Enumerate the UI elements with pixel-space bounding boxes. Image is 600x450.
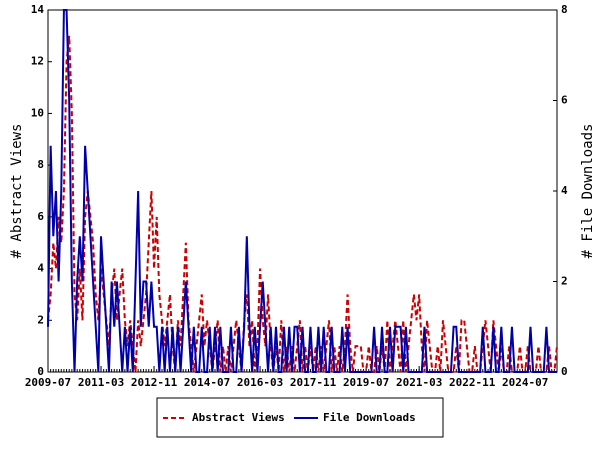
y-tick-label: 12 (31, 55, 44, 68)
x-tick-label: 2009-07 (25, 376, 71, 389)
y-tick-label: 2 (37, 313, 44, 326)
y-tick-label: 14 (31, 3, 45, 16)
x-tick-label: 2022-11 (449, 376, 496, 389)
y-axis-label: # Abstract Views (9, 124, 25, 259)
y-tick-label: 6 (37, 210, 44, 223)
x-tick-label: 2019-07 (343, 376, 389, 389)
x-tick-label: 2014-07 (184, 376, 230, 389)
y-tick-label: 0 (37, 365, 44, 378)
y2-tick-label: 4 (561, 184, 568, 197)
x-tick-label: 2017-11 (290, 376, 337, 389)
x-tick-label: 2024-07 (502, 376, 548, 389)
y2-tick-label: 8 (561, 3, 568, 16)
y2-tick-label: 0 (561, 365, 568, 378)
y-tick-label: 8 (37, 158, 44, 171)
legend-label: Abstract Views (192, 411, 285, 424)
x-tick-label: 2016-03 (237, 376, 283, 389)
y-tick-label: 4 (37, 262, 44, 275)
legend-box (156, 397, 444, 438)
x-tick-label: 2021-03 (396, 376, 442, 389)
y2-tick-label: 2 (561, 275, 568, 288)
y2-tick-label: 6 (561, 94, 568, 107)
y2-axis-label: # File Downloads (580, 124, 596, 259)
x-tick-label: 2011-03 (78, 376, 124, 389)
series-line (47, 35, 558, 373)
x-tick-label: 2012-11 (131, 376, 178, 389)
series-line (47, 9, 557, 373)
legend-label: File Downloads (323, 411, 416, 424)
y-tick-label: 10 (31, 106, 44, 119)
